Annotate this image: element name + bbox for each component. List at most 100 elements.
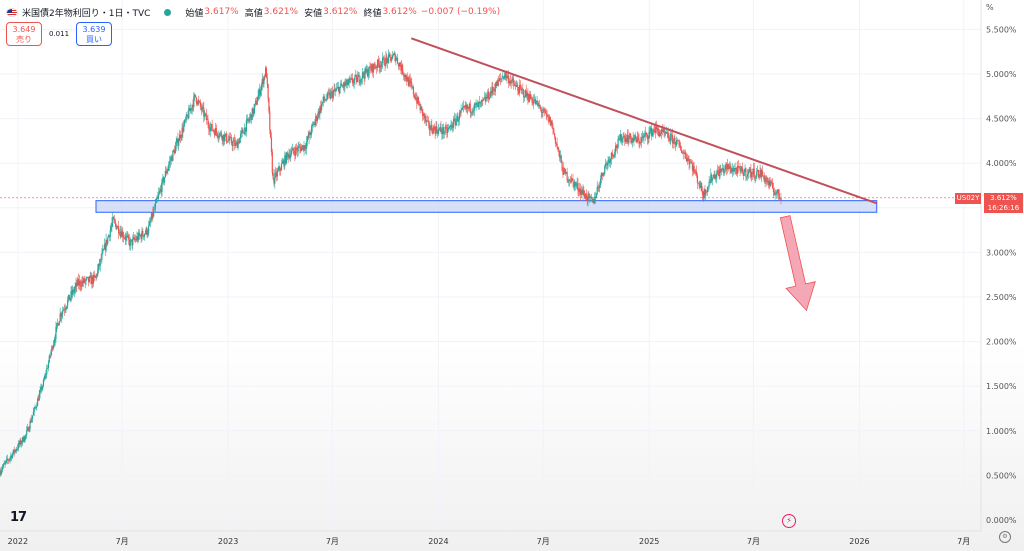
candle-body <box>437 128 440 134</box>
candle-body <box>336 88 338 91</box>
candle-body <box>469 103 471 113</box>
resistance-trendline[interactable] <box>410 37 878 205</box>
candle-body <box>522 89 524 91</box>
x-tick-label: 7月 <box>537 537 550 546</box>
candle-body <box>113 219 116 221</box>
candle-body <box>450 124 452 126</box>
candle-body <box>580 189 582 195</box>
candle-body <box>714 174 716 179</box>
us-flag-icon <box>6 7 18 17</box>
candle-body <box>604 163 607 167</box>
symbol-title[interactable]: 米国債2年物利回り・1日・TVC <box>22 8 151 19</box>
candle-body <box>459 112 461 114</box>
candle-body <box>386 58 389 63</box>
y-tick-label: 0.000% <box>986 516 1017 525</box>
candle-body <box>199 101 201 103</box>
candle-body <box>683 152 685 154</box>
candle-body <box>178 134 181 142</box>
candle-body <box>748 170 750 172</box>
candle-body <box>231 143 233 147</box>
candle-body <box>128 239 131 246</box>
candle-body <box>236 142 238 149</box>
candle-body <box>72 289 74 295</box>
candle-body <box>119 231 121 235</box>
candle-body <box>62 309 65 311</box>
candle-body <box>163 177 166 183</box>
candle-body <box>246 118 248 121</box>
candle-body <box>70 291 72 298</box>
candle-body <box>603 173 605 175</box>
candle-body <box>239 137 241 144</box>
candle-body <box>425 116 427 122</box>
candle-body <box>680 145 682 151</box>
candle-body <box>59 313 61 322</box>
candle-body <box>598 187 600 188</box>
spread-value: 0.011 <box>49 30 70 38</box>
candle-body <box>543 109 545 113</box>
lightning-icon[interactable]: ⚡ <box>782 514 796 528</box>
candle-body <box>509 80 511 84</box>
candle-body <box>153 208 156 210</box>
support-zone[interactable] <box>95 200 878 213</box>
candle-body <box>741 168 744 173</box>
candle-body <box>117 226 119 228</box>
tradingview-logo[interactable]: 17 <box>10 510 27 525</box>
candle-body <box>60 313 62 317</box>
candle-body <box>599 178 602 186</box>
candle-body <box>434 128 436 134</box>
candle-body <box>497 79 499 86</box>
time-axis[interactable]: 2022 7月 2023 7月 2024 7月 2025 7月 2026 7月 <box>8 537 971 546</box>
candle-body <box>167 168 169 171</box>
candle-body <box>199 101 202 107</box>
candle-body <box>304 145 306 149</box>
candle-body <box>41 387 43 390</box>
candle-body <box>472 111 474 113</box>
candle-body <box>518 85 521 94</box>
candle-body <box>736 166 739 174</box>
candle-body <box>344 82 346 86</box>
candle-body <box>267 83 269 99</box>
candle-body <box>775 193 777 194</box>
candle-body <box>718 171 720 177</box>
low-label: 安値 <box>304 8 323 19</box>
candle-body <box>183 124 185 132</box>
candle-body <box>442 127 444 134</box>
candle-body <box>83 278 85 283</box>
candle-body <box>257 95 259 102</box>
candle-body <box>640 137 643 143</box>
candle-body <box>532 102 534 104</box>
candle-body <box>424 116 426 119</box>
candle-body <box>116 227 118 230</box>
candle-body <box>772 188 775 193</box>
symbol-header[interactable]: 米国債2年物利回り・1日・TVC 始値 3.617% 高値 3.621% 安値 3.6… <box>6 5 500 19</box>
candle-body <box>361 78 363 80</box>
candle-body <box>491 86 493 94</box>
gear-icon[interactable]: ⚙ <box>999 531 1011 543</box>
sell-button[interactable]: 3.649 売り <box>6 22 42 46</box>
candle-body <box>765 177 767 180</box>
candle-body <box>502 76 504 79</box>
buy-button[interactable]: 3.639 買い <box>76 22 112 46</box>
candle-body <box>282 160 284 163</box>
price-axis[interactable]: 0.000% 0.500% 1.000% 1.500% 2.000% 2.500% 3.00… <box>986 25 1017 525</box>
candle-body <box>241 129 243 132</box>
candle-body <box>320 106 322 111</box>
candle-body <box>496 81 498 86</box>
candle-body <box>647 138 649 140</box>
candle-body <box>686 157 689 162</box>
candle-body <box>183 119 186 125</box>
candle-body <box>30 421 32 423</box>
candle-body <box>214 128 217 136</box>
candle-body <box>401 64 403 71</box>
down-arrow-annotation[interactable] <box>779 215 816 312</box>
candle-body <box>376 59 379 68</box>
candle-body <box>608 159 610 161</box>
candle-body <box>18 443 20 445</box>
candle-body <box>307 136 309 138</box>
candle-body <box>678 140 680 146</box>
candle-body <box>21 437 24 443</box>
y-tick-label: 2.000% <box>986 338 1017 347</box>
candle-body <box>414 96 416 100</box>
candle-body <box>650 127 652 132</box>
